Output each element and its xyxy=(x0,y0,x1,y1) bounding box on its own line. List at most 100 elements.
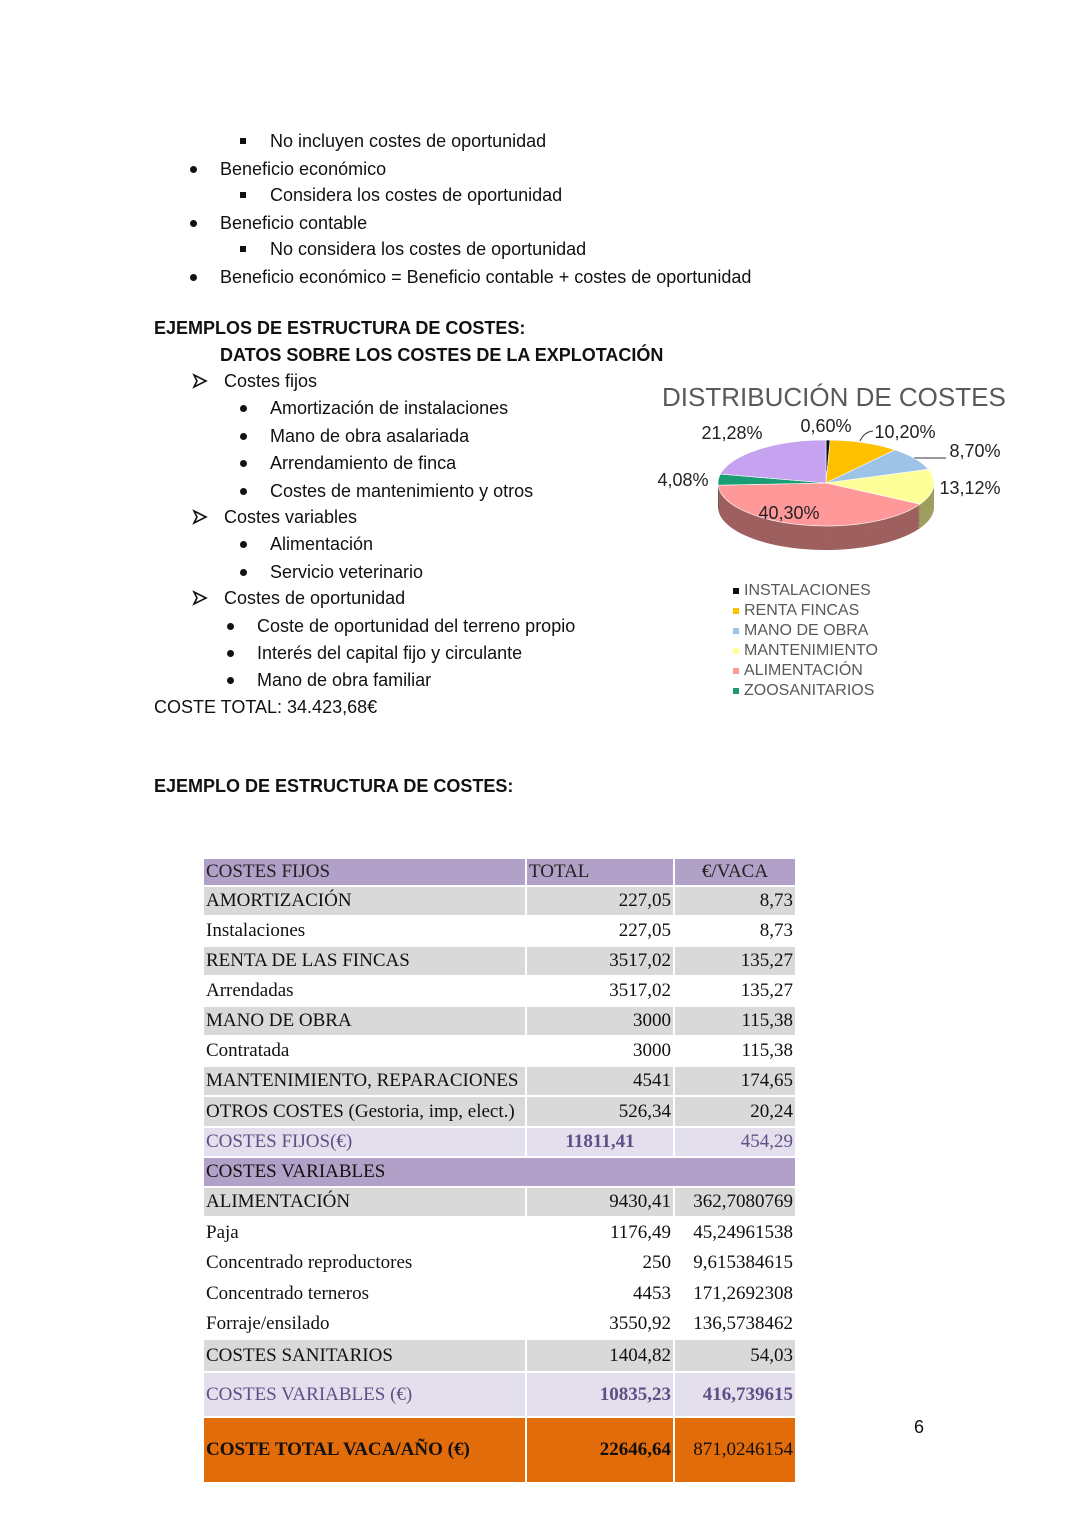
slice-label: 10,20% xyxy=(874,422,935,442)
bullet xyxy=(190,220,197,227)
table-row: Instalaciones 227,05 8,73 xyxy=(202,915,797,947)
table-cell: 3517,02 xyxy=(525,945,675,977)
chart-title: DISTRIBUCIÓN DE COSTES xyxy=(662,382,1006,412)
text-line: Beneficio económico = Beneficio contable… xyxy=(220,267,752,287)
table-cell: 1404,82 xyxy=(525,1338,675,1373)
table-row: ALIMENTACIÓN 9430,41 362,7080769 xyxy=(202,1186,797,1218)
legend-label: RENTA FINCAS xyxy=(744,602,859,619)
table-cell: 174,65 xyxy=(673,1065,797,1097)
table-cell: MANTENIMIENTO, REPARACIONES xyxy=(202,1065,527,1097)
table-cell: 227,05 xyxy=(525,885,675,917)
legend-label: ZOOSANITARIOS xyxy=(744,682,874,699)
bullet xyxy=(240,569,247,576)
table-row: COSTE TOTAL VACA/AÑO (€) 22646,64 871,0246… xyxy=(202,1416,797,1484)
table-cell: 54,03 xyxy=(673,1338,797,1373)
table-cell: 4541 xyxy=(525,1065,675,1097)
table-cell: 416,739615 xyxy=(673,1371,797,1418)
legend-swatch xyxy=(733,648,739,654)
legend-swatch xyxy=(733,668,739,674)
table-cell: COSTES VARIABLES xyxy=(202,1156,797,1188)
table-row: COSTES VARIABLES xyxy=(202,1156,797,1188)
pie-slice xyxy=(825,439,896,484)
table-row: Forraje/ensilado 3550,92 136,5738462 xyxy=(202,1308,797,1340)
table-cell: 9,615384615 xyxy=(673,1247,797,1279)
table-row: Arrendadas 3517,02 135,27 xyxy=(202,975,797,1007)
text-line: COSTE TOTAL: 34.423,68€ xyxy=(154,697,378,717)
table-cell: 135,27 xyxy=(673,975,797,1007)
legend-swatch xyxy=(733,608,739,614)
bullet xyxy=(240,541,247,548)
legend-label: MANO DE OBRA xyxy=(744,622,869,639)
text-line: Arrendamiento de finca xyxy=(270,453,457,473)
table-cell: 115,38 xyxy=(673,1005,797,1037)
table-cell: Concentrado reproductores xyxy=(202,1247,527,1279)
text-line: EJEMPLOS DE ESTRUCTURA DE COSTES: xyxy=(154,318,526,338)
bullet xyxy=(227,650,234,657)
text-line: No considera los costes de oportunidad xyxy=(270,239,587,259)
table-row: Concentrado reproductores 250 9,615384615 xyxy=(202,1247,797,1279)
pie-slice xyxy=(717,482,921,527)
legend-swatch xyxy=(733,688,739,694)
bullet xyxy=(190,166,197,173)
bullet xyxy=(190,274,197,281)
leader-line xyxy=(859,430,874,442)
text-line: Beneficio económico xyxy=(220,159,387,179)
bullet xyxy=(240,460,247,467)
table-cell: 362,7080769 xyxy=(673,1186,797,1218)
table-cell: TOTAL xyxy=(525,857,675,887)
pie-slice xyxy=(719,439,827,484)
table-cell: 45,24961538 xyxy=(673,1216,797,1249)
table-row: RENTA DE LAS FINCAS 3517,02 135,27 xyxy=(202,945,797,977)
table-cell: 9430,41 xyxy=(525,1186,675,1218)
table-row: MANTENIMIENTO, REPARACIONES 4541 174,65 xyxy=(202,1065,797,1097)
text-line: EJEMPLO DE ESTRUCTURA DE COSTES: xyxy=(154,776,514,796)
table-cell: COSTES FIJOS xyxy=(202,857,527,887)
table-cell: Concentrado terneros xyxy=(202,1277,527,1310)
table-row: Contratada 3000 115,38 xyxy=(202,1035,797,1067)
table-cell: 250 xyxy=(525,1247,675,1279)
table-row: COSTES SANITARIOS 1404,82 54,03 xyxy=(202,1338,797,1373)
text-line: Interés del capital fijo y circulante xyxy=(257,643,523,663)
table-row: COSTES FIJOS TOTAL €/VACA xyxy=(202,857,797,887)
text-line: Costes de oportunidad xyxy=(224,588,406,608)
slice-label: 8,70% xyxy=(949,441,1000,461)
slice-label: 4,08% xyxy=(657,470,708,490)
table-cell: 871,0246154 xyxy=(673,1416,797,1484)
pie-slice xyxy=(825,468,935,505)
text-line: Amortización de instalaciones xyxy=(270,398,509,418)
table-cell: COSTE TOTAL VACA/AÑO (€) xyxy=(202,1416,527,1484)
table-cell: Contratada xyxy=(202,1035,527,1067)
text-line: Beneficio contable xyxy=(220,213,368,233)
table-row: OTROS COSTES (Gestoria, imp, elect.) 526,… xyxy=(202,1095,797,1128)
table-cell: Instalaciones xyxy=(202,915,527,947)
bullet xyxy=(240,433,247,440)
bullet xyxy=(192,373,208,389)
table-cell: 115,38 xyxy=(673,1035,797,1067)
legend-swatch xyxy=(733,588,739,594)
legend-label: ALIMENTACIÓN xyxy=(744,660,863,679)
text-line: Costes de mantenimiento y otros xyxy=(270,481,534,501)
table-row: Paja 1176,49 45,24961538 xyxy=(202,1216,797,1249)
table-row: AMORTIZACIÓN 227,05 8,73 xyxy=(202,885,797,917)
table-cell: 4453 xyxy=(525,1277,675,1310)
slice-label: 40,30% xyxy=(758,503,819,523)
table-cell: RENTA DE LAS FINCAS xyxy=(202,945,527,977)
text-line: Mano de obra familiar xyxy=(257,670,432,690)
table-cell: OTROS COSTES (Gestoria, imp, elect.) xyxy=(202,1095,527,1128)
table-cell: COSTES FIJOS(€) xyxy=(202,1126,527,1158)
bullet xyxy=(240,405,247,412)
bullet xyxy=(192,509,208,525)
table-cell: 10835,23 xyxy=(525,1371,675,1418)
table-cell: 3000 xyxy=(525,1035,675,1067)
table-cell: 11811,41 xyxy=(525,1126,675,1158)
table-cell: ALIMENTACIÓN xyxy=(202,1186,527,1218)
legend-label: INSTALACIONES xyxy=(744,582,871,599)
pie-chart: DISTRIBUCIÓN DE COSTES 0,60% 10,20% 8,70% 1… xyxy=(657,382,1006,699)
text-line: Considera los costes de oportunidad xyxy=(270,185,563,205)
text-line: Costes fijos xyxy=(224,371,318,391)
bullet xyxy=(240,138,246,144)
table-cell: €/VACA xyxy=(673,857,797,887)
text-line: Costes variables xyxy=(224,507,358,527)
table-cell: 135,27 xyxy=(673,945,797,977)
legend-label: MANTENIMIENTO xyxy=(744,642,878,659)
